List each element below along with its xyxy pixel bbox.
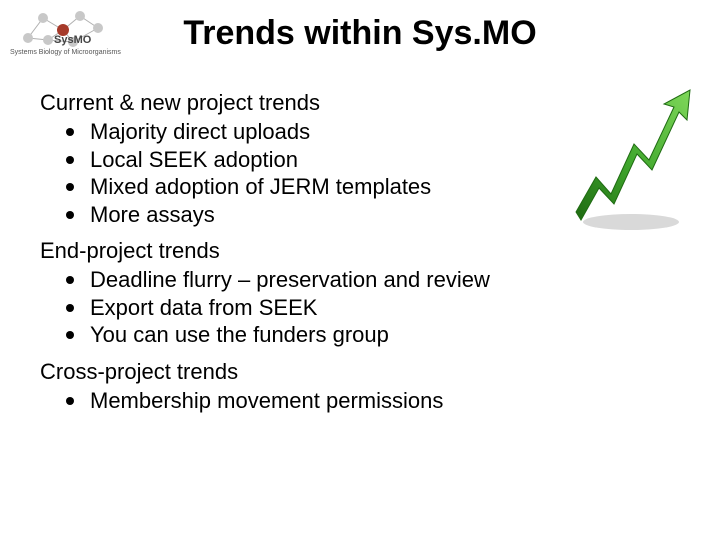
list-item: Deadline flurry – preservation and revie… bbox=[40, 266, 680, 294]
slide-body: Current & new project trends Majority di… bbox=[40, 90, 680, 422]
list-item: Membership movement permissions bbox=[40, 387, 680, 415]
list-item: Majority direct uploads bbox=[40, 118, 680, 146]
section-heading: End-project trends bbox=[40, 238, 680, 264]
slide: SysMO Systems Biology of Microorganisms … bbox=[0, 0, 720, 540]
list-item: Local SEEK adoption bbox=[40, 146, 680, 174]
bullet-list: Deadline flurry – preservation and revie… bbox=[40, 266, 680, 349]
section-heading: Cross-project trends bbox=[40, 359, 680, 385]
bullet-list: Membership movement permissions bbox=[40, 387, 680, 415]
list-item: You can use the funders group bbox=[40, 321, 680, 349]
bullet-list: Majority direct uploads Local SEEK adopt… bbox=[40, 118, 680, 228]
section-heading: Current & new project trends bbox=[40, 90, 680, 116]
list-item: Export data from SEEK bbox=[40, 294, 680, 322]
list-item: Mixed adoption of JERM templates bbox=[40, 173, 680, 201]
list-item: More assays bbox=[40, 201, 680, 229]
slide-title: Trends within Sys.MO bbox=[0, 14, 720, 53]
